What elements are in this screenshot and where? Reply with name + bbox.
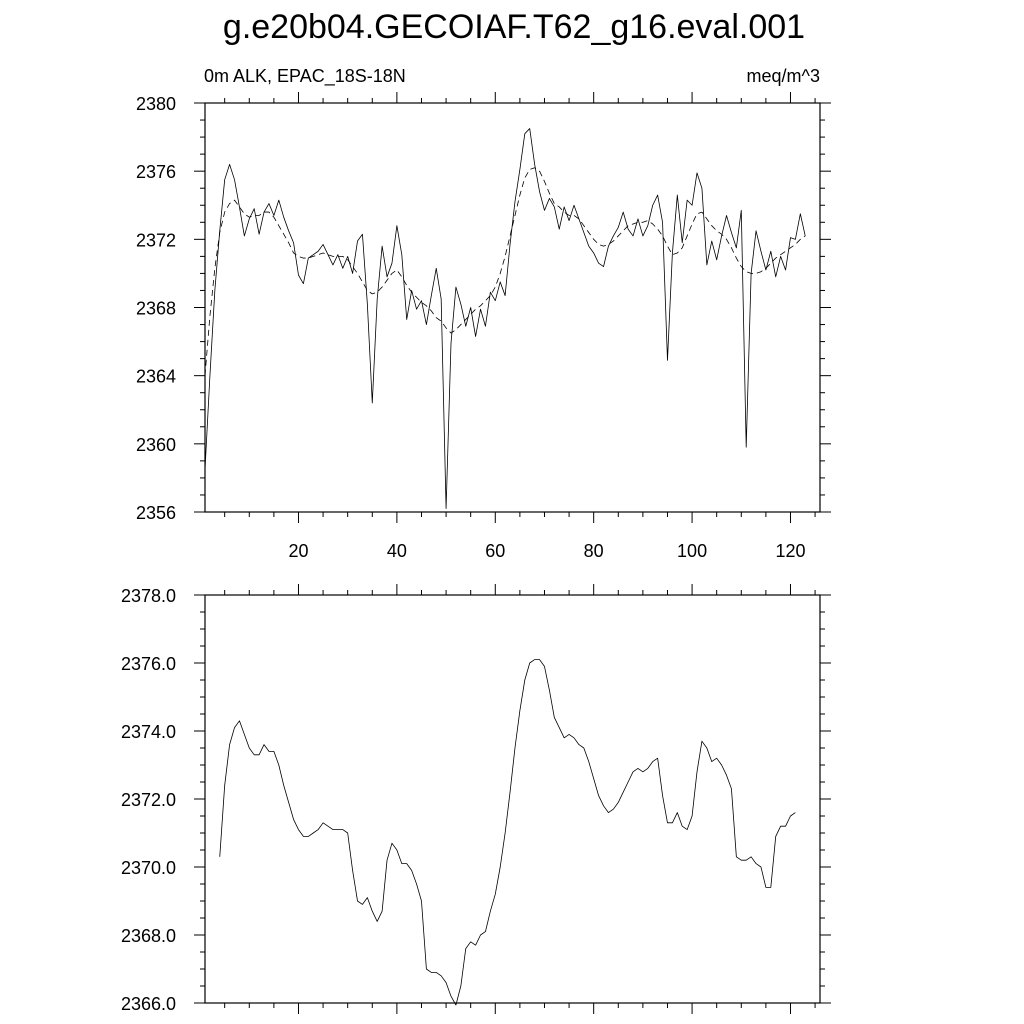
y-tick-label: 2374.0 bbox=[121, 722, 176, 742]
x-tick-label: 80 bbox=[584, 541, 604, 561]
y-tick-label: 2372.0 bbox=[121, 790, 176, 810]
y-tick-label: 2360 bbox=[136, 435, 176, 455]
chart-title: g.e20b04.GECOIAF.T62_g16.eval.001 bbox=[223, 8, 805, 46]
panel-1-plot: 20 40 60 80 100 120 2356 2360 2364 2368 2372 2376 23… bbox=[136, 92, 831, 561]
x-tick-label: 100 bbox=[677, 541, 707, 561]
series-line-dashed bbox=[204, 167, 806, 376]
y-tick-label: 2380 bbox=[136, 94, 176, 114]
y-tick-label: 2366.0 bbox=[121, 994, 176, 1014]
y-tick-label: 2364 bbox=[136, 367, 176, 387]
panel-2-plot: 2366.0 2368.0 2370.0 2372.0 2374.0 2376.0 2378… bbox=[121, 584, 831, 1014]
y-tick-label: 2368 bbox=[136, 299, 176, 319]
plot-frame bbox=[204, 102, 821, 513]
panel-1-right-label: meq/m^3 bbox=[747, 66, 820, 86]
x-tick-label: 20 bbox=[288, 541, 308, 561]
series-line-solid bbox=[219, 659, 796, 1006]
series-line-solid bbox=[204, 128, 806, 509]
y-tick-label: 2356 bbox=[136, 503, 176, 523]
y-tick-label: 2370.0 bbox=[121, 858, 176, 878]
x-tick-label: 40 bbox=[387, 541, 407, 561]
x-tick-label: 60 bbox=[485, 541, 505, 561]
plot-frame bbox=[204, 594, 821, 1004]
y-tick-label: 2376 bbox=[136, 162, 176, 182]
y-tick-label: 2378.0 bbox=[121, 586, 176, 606]
y-tick-label: 2376.0 bbox=[121, 654, 176, 674]
y-tick-label: 2372 bbox=[136, 230, 176, 250]
y-tick-label: 2368.0 bbox=[121, 926, 176, 946]
panel-1-left-label: 0m ALK, EPAC_18S-18N bbox=[204, 66, 406, 87]
x-tick-label: 120 bbox=[775, 541, 805, 561]
